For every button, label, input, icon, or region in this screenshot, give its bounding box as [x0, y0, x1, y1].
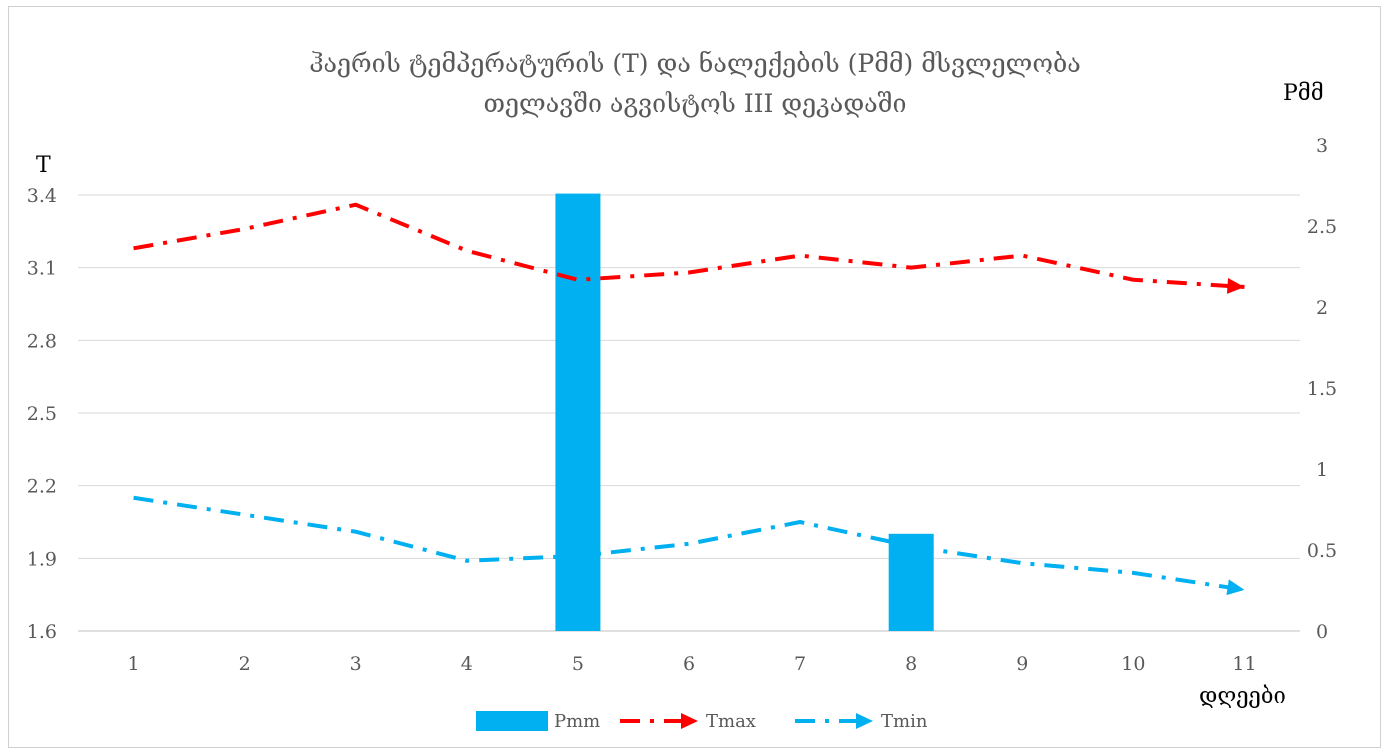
x-tick-label: 8: [905, 653, 917, 675]
chart-frame: [8, 6, 1381, 748]
legend-label-tmin: Tmin: [881, 711, 928, 732]
point-tmin: [799, 521, 801, 523]
point-tmax: [577, 279, 579, 281]
x-tick-label: 5: [572, 653, 584, 675]
chart-title-line1: ჰაერის ტემპერატურის (T) და ნალექების (Pმ…: [309, 49, 1081, 78]
point-tmax: [1021, 255, 1023, 257]
point-tmin: [466, 560, 468, 562]
point-tmax: [133, 247, 135, 249]
point-tmin: [910, 545, 912, 547]
point-tmax: [355, 204, 357, 206]
point-tmin: [244, 514, 246, 516]
point-tmax: [910, 267, 912, 269]
y-right-tick-label: 3: [1316, 135, 1328, 157]
line-tmin: [133, 495, 1245, 592]
point-tmin: [1243, 589, 1245, 591]
x-tick-label: 7: [794, 653, 806, 675]
line-end-arrow: [1226, 277, 1245, 294]
chart-title-line2: თელავში აგვისტოს III დეკადაში: [484, 89, 907, 118]
line-series: [133, 202, 1245, 596]
y-left-tick-label: 3.4: [27, 185, 57, 207]
point-tmax: [1243, 286, 1245, 288]
point-tmax: [466, 250, 468, 252]
y-right-axis-label: Pმმ: [1283, 81, 1324, 106]
point-tmax: [1132, 279, 1134, 281]
x-axis-label: დღეები: [1199, 684, 1286, 709]
x-tick-label: 11: [1232, 653, 1256, 675]
y-left-tick-label: 2.5: [27, 403, 57, 425]
x-tick-label: 10: [1121, 653, 1145, 675]
point-tmin: [1132, 572, 1134, 574]
y-left-tick-label: 1.9: [27, 548, 57, 570]
point-tmin: [688, 543, 690, 545]
bar-series-pmm: [555, 193, 934, 631]
x-tick-label: 3: [350, 653, 362, 675]
y-right-tick-label: 2: [1316, 297, 1328, 319]
tick-labels: 1.6 1.9 2.2 2.5 2.8 3.1 3.4 0 0.5 1 1.5 2 2.5 3 1 2 3 4 5 6…: [27, 135, 1337, 675]
point-tmin: [577, 555, 579, 557]
x-tick-label: 2: [239, 653, 251, 675]
y-right-tick-label: 1.5: [1307, 378, 1337, 400]
y-left-tick-label: 3.1: [27, 258, 57, 280]
y-left-tick-label: 2.8: [27, 330, 57, 352]
y-right-tick-label: 1: [1316, 459, 1328, 481]
legend-label-tmax: Tmax: [706, 711, 756, 732]
point-tmin: [133, 497, 135, 499]
y-left-tick-label: 2.2: [27, 476, 57, 498]
line-tmax: [133, 202, 1245, 290]
point-tmin: [1021, 562, 1023, 564]
line-end-arrow: [1226, 579, 1245, 596]
x-tick-label: 4: [461, 653, 473, 675]
x-tick-label: 1: [127, 653, 139, 675]
y-right-tick-label: 2.5: [1307, 216, 1337, 238]
legend-arrow-tmax: [681, 713, 698, 729]
legend: Pmm Tmax Tmin: [476, 711, 928, 732]
legend-arrow-tmin: [856, 713, 873, 729]
x-tick-label: 6: [683, 653, 695, 675]
point-tmax: [688, 272, 690, 274]
bar-pmm: [555, 193, 601, 631]
point-tmax: [799, 255, 801, 257]
legend-label-pmm: Pmm: [554, 711, 600, 732]
point-tmin: [355, 531, 357, 533]
y-right-tick-label: 0.5: [1307, 540, 1337, 562]
x-tick-label: 9: [1016, 653, 1028, 675]
legend-swatch-pmm: [476, 711, 548, 731]
y-left-tick-label: 1.6: [27, 621, 57, 643]
point-tmax: [244, 228, 246, 230]
y-right-tick-label: 0: [1316, 621, 1328, 643]
y-left-axis-label: T: [36, 153, 51, 178]
gridlines: [78, 194, 1300, 632]
